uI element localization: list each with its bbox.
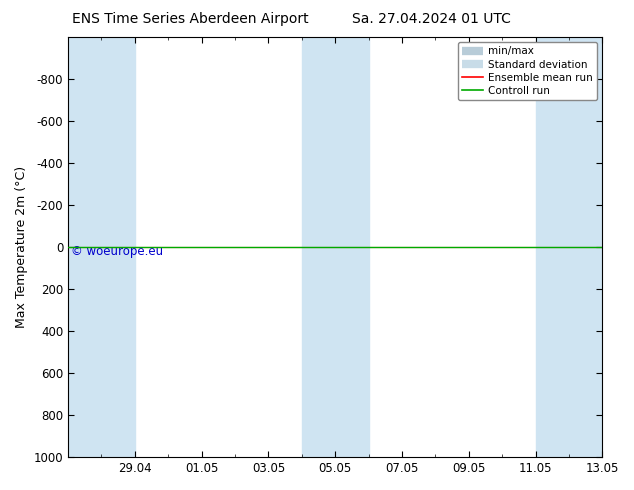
Bar: [302, 37, 335, 457]
Text: ENS Time Series Aberdeen Airport: ENS Time Series Aberdeen Airport: [72, 12, 309, 26]
Y-axis label: Max Temperature 2m (°C): Max Temperature 2m (°C): [15, 166, 28, 328]
Bar: [335, 37, 368, 457]
Text: © woeurope.eu: © woeurope.eu: [71, 245, 163, 258]
Bar: [101, 37, 135, 457]
Bar: [569, 37, 602, 457]
Legend: min/max, Standard deviation, Ensemble mean run, Controll run: min/max, Standard deviation, Ensemble me…: [458, 42, 597, 100]
Bar: [68, 37, 101, 457]
Text: Sa. 27.04.2024 01 UTC: Sa. 27.04.2024 01 UTC: [352, 12, 510, 26]
Bar: [536, 37, 569, 457]
